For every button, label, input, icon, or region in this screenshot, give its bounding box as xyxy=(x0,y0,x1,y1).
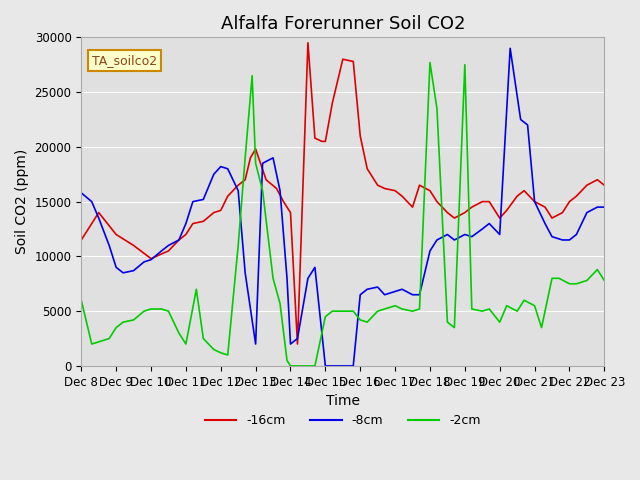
-2cm xyxy=(409,308,417,314)
-2cm xyxy=(426,60,434,65)
-16cm xyxy=(541,204,549,210)
-2cm xyxy=(77,297,85,303)
Title: Alfalfa Forerunner Soil CO2: Alfalfa Forerunner Soil CO2 xyxy=(221,15,465,33)
-8cm xyxy=(339,363,347,369)
-16cm xyxy=(485,199,493,204)
-16cm xyxy=(77,237,85,243)
Line: -2cm: -2cm xyxy=(81,62,604,366)
-8cm xyxy=(548,234,556,240)
-8cm xyxy=(182,221,189,227)
Y-axis label: Soil CO2 (ppm): Soil CO2 (ppm) xyxy=(15,149,29,254)
Line: -8cm: -8cm xyxy=(81,48,604,366)
-2cm xyxy=(287,363,294,369)
-16cm xyxy=(451,215,458,221)
Line: -16cm: -16cm xyxy=(81,43,604,344)
-2cm xyxy=(290,363,298,369)
-2cm xyxy=(328,308,336,314)
-16cm xyxy=(583,182,591,188)
-2cm xyxy=(415,306,423,312)
-16cm xyxy=(294,341,301,347)
-8cm xyxy=(119,270,127,276)
-16cm xyxy=(234,182,242,188)
-2cm xyxy=(600,277,608,283)
-8cm xyxy=(321,363,329,369)
-16cm xyxy=(241,177,249,182)
X-axis label: Time: Time xyxy=(326,394,360,408)
-2cm xyxy=(147,306,155,312)
-8cm xyxy=(600,204,608,210)
-8cm xyxy=(506,46,514,51)
-16cm xyxy=(600,182,608,188)
Text: TA_soilco2: TA_soilco2 xyxy=(92,54,157,67)
-8cm xyxy=(77,190,85,196)
Legend: -16cm, -8cm, -2cm: -16cm, -8cm, -2cm xyxy=(200,409,486,432)
-2cm xyxy=(364,319,371,325)
-16cm xyxy=(304,40,312,46)
-8cm xyxy=(217,164,225,169)
-8cm xyxy=(398,287,406,292)
